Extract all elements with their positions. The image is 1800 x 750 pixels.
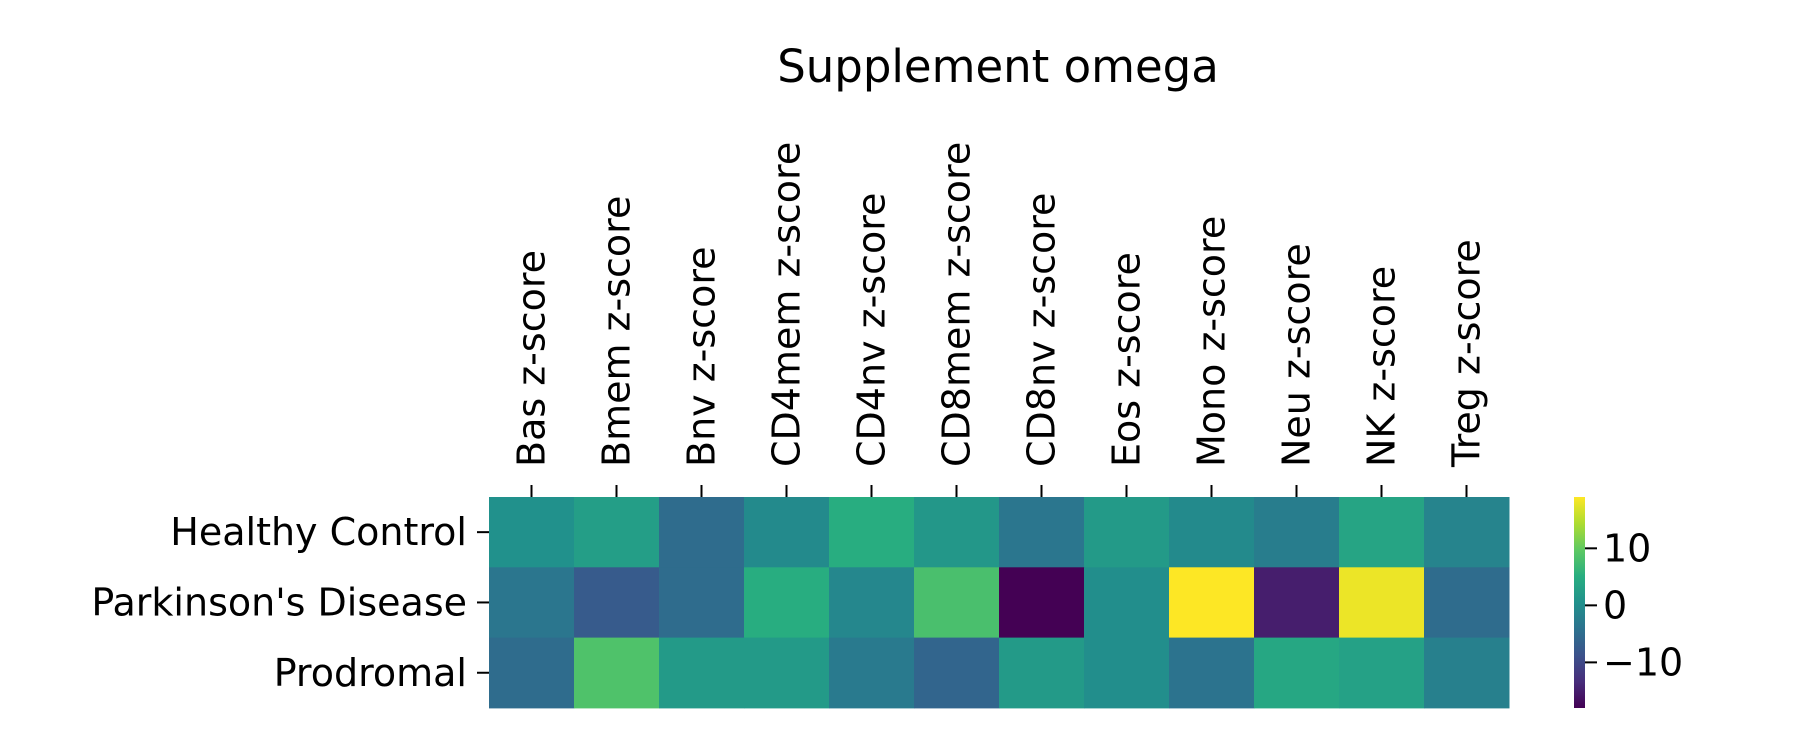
column-tick-label: Bas z-score <box>510 250 554 467</box>
heatmap-cell <box>574 637 660 709</box>
colorbar-tick-label: 10 <box>1603 526 1651 570</box>
column-tick-label: Bmem z-score <box>595 196 639 467</box>
colorbar-gradient <box>1574 497 1585 708</box>
heatmap-cell <box>1084 497 1170 568</box>
column-tick-label: Neu z-score <box>1275 243 1319 467</box>
heatmap-cell <box>1084 567 1170 639</box>
heatmap-cell <box>659 497 745 568</box>
heatmap-cell <box>1424 637 1510 709</box>
heatmap-cell <box>829 637 915 709</box>
heatmap-cell <box>1339 637 1425 709</box>
heatmap-cell <box>489 567 575 639</box>
chart-title: Supplement omega <box>777 40 1219 93</box>
row-tick-labels: Healthy Control Parkinson's Disease Prodro… <box>91 510 489 695</box>
heatmap-cell <box>1169 637 1255 709</box>
heatmap-cell <box>1424 567 1510 639</box>
column-tick-label: CD4nv z-score <box>850 193 894 467</box>
colorbar-tick-label: −10 <box>1603 640 1683 684</box>
row-tick-label: Prodromal <box>274 651 467 695</box>
heatmap-cell <box>1169 497 1255 568</box>
colorbar-tick-label: 0 <box>1603 583 1627 627</box>
column-tick-label: Bnv z-score <box>680 247 724 468</box>
column-tick-label: Eos z-score <box>1105 252 1149 467</box>
heatmap-cell <box>1339 567 1425 639</box>
heatmap-cell <box>1339 497 1425 568</box>
heatmap-cell <box>1169 567 1255 639</box>
row-tick-label: Healthy Control <box>170 510 467 554</box>
heatmap-cell <box>574 497 660 568</box>
row-tick-label: Parkinson's Disease <box>91 580 467 624</box>
heatmap-cell <box>829 497 915 568</box>
heatmap-cell <box>1424 497 1510 568</box>
heatmap-cell <box>1084 637 1170 709</box>
column-tick-label: CD4mem z-score <box>765 142 809 467</box>
heatmap-cell <box>829 567 915 639</box>
column-tick-label: CD8mem z-score <box>935 142 979 467</box>
column-tick-label: CD8nv z-score <box>1020 193 1064 467</box>
heatmap-cell <box>574 567 660 639</box>
heatmap-cell <box>914 497 1000 568</box>
heatmap-cell <box>914 567 1000 639</box>
heatmap-cell <box>489 497 575 568</box>
heatmap-cell <box>1254 637 1340 709</box>
heatmap-cell <box>489 637 575 709</box>
heatmap-cell <box>659 637 745 709</box>
heatmap-cell <box>999 567 1085 639</box>
heatmap-cell <box>659 567 745 639</box>
colorbar: 10 0 −10 <box>1574 497 1683 708</box>
heatmap-cell <box>744 497 830 568</box>
heatmap-cell <box>1254 567 1340 639</box>
heatmap-cell <box>999 497 1085 568</box>
heatmap-cells <box>489 497 1510 709</box>
heatmap-cell <box>744 567 830 639</box>
column-tick-label: NK z-score <box>1360 266 1404 467</box>
column-tick-labels: Bas z-score Bmem z-score Bnv z-score CD4mem… <box>510 142 1489 497</box>
heatmap-cell <box>744 637 830 709</box>
heatmap-cell <box>914 637 1000 709</box>
column-tick-label: Mono z-score <box>1190 216 1234 467</box>
heatmap-cell <box>1254 497 1340 568</box>
column-tick-label: Treg z-score <box>1445 239 1489 468</box>
heatmap-cell <box>999 637 1085 709</box>
